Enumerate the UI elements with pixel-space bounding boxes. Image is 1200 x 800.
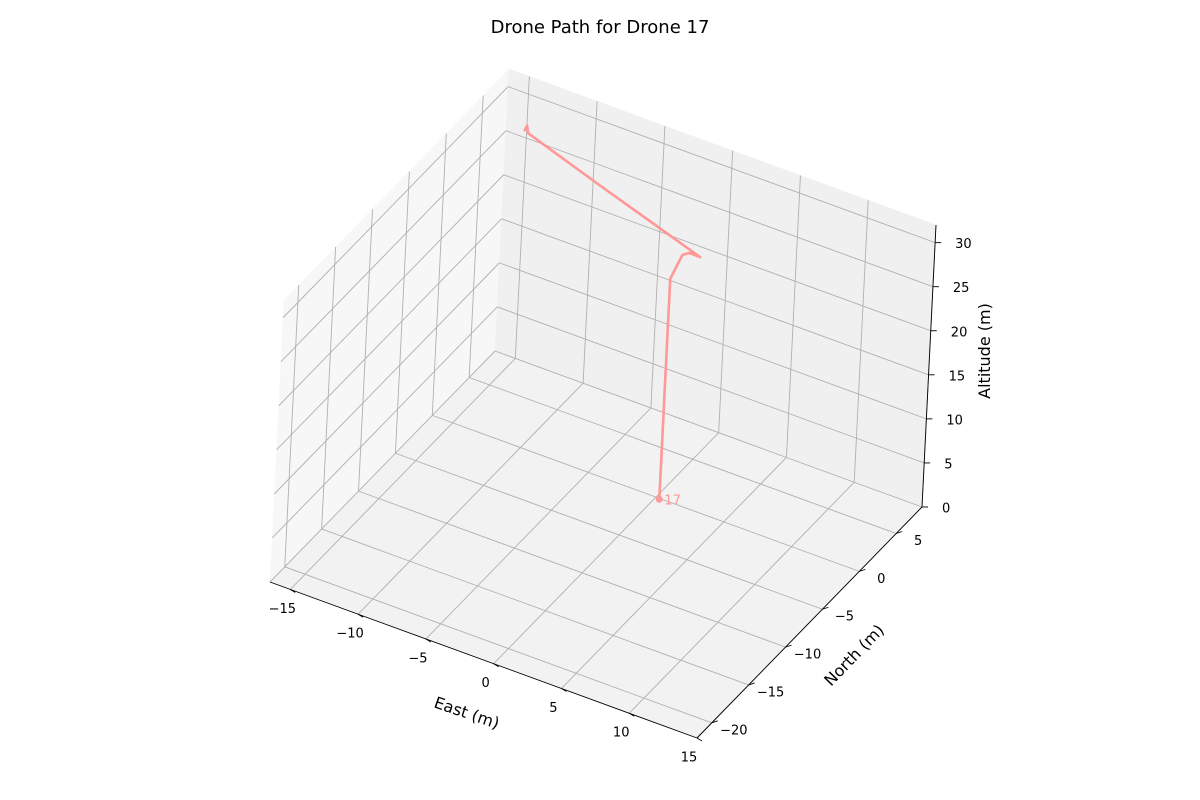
grid-left-y: [431, 133, 447, 416]
z-tick-label: 5: [944, 457, 952, 472]
grid-left-z: [278, 174, 505, 407]
drone-id-label: 17: [664, 493, 681, 508]
grid-floor-y: [469, 377, 897, 534]
grid-left-z: [280, 130, 507, 363]
grid-back-x: [785, 175, 801, 458]
x-tick: [357, 613, 364, 618]
axes-panes: [269, 68, 937, 739]
z-tick-label: 30: [955, 237, 972, 252]
x-tick-label: 5: [549, 701, 557, 716]
grid-back-z: [499, 262, 927, 420]
z-tick-label: 20: [951, 325, 968, 340]
y-tick-label: −15: [757, 686, 784, 701]
drone-path-line: [523, 124, 702, 501]
grid-left-z: [274, 262, 500, 495]
x-tick: [425, 638, 432, 643]
grid-floor-y: [321, 528, 749, 686]
grid-back-x: [718, 150, 734, 433]
grid-back-x: [650, 125, 666, 408]
y-tick-label: 0: [877, 572, 885, 587]
y-tick: [711, 720, 718, 724]
y-axis-line: [696, 506, 923, 739]
grid-back-x: [582, 101, 598, 384]
chart-title: Drone Path for Drone 17: [491, 17, 710, 38]
grid-floor-x: [357, 382, 584, 615]
grid-left-y: [321, 246, 337, 530]
y-tick: [822, 606, 829, 610]
x-tick-label: 10: [613, 726, 630, 741]
z-axis-label: Altitude (m): [975, 303, 994, 399]
grid-left-z: [282, 86, 509, 318]
x-tick-label: −10: [336, 627, 363, 642]
grid-floor-x: [628, 481, 855, 714]
y-tick: [785, 644, 792, 648]
grid-floor-x: [561, 457, 787, 689]
grid-floor-y: [432, 414, 860, 572]
x-tick: [561, 688, 567, 692]
grid-back-z: [503, 174, 931, 332]
grid-left-y: [358, 209, 373, 492]
grid-left-z: [271, 306, 498, 539]
y-tick-label: −5: [835, 610, 854, 625]
grid-back-z: [505, 130, 934, 288]
grid-floor-x: [493, 432, 719, 665]
grid-back-z: [497, 306, 925, 464]
grid-floor-x: [290, 358, 516, 590]
z-tick-label: 10: [946, 413, 963, 428]
x-tick: [290, 589, 296, 593]
z-tick-label: 25: [953, 281, 970, 296]
y-tick: [896, 531, 903, 534]
x-tick: [696, 737, 703, 742]
x-tick: [493, 663, 499, 668]
y-tick: [748, 682, 755, 686]
start-point-marker: [655, 495, 663, 503]
z-tick-label: 0: [942, 502, 950, 517]
x-tick-label: 0: [482, 676, 490, 691]
z-axis-line: [921, 224, 937, 508]
y-tick: [859, 568, 866, 572]
x-axis-line: [269, 581, 698, 739]
grid-lines: [269, 76, 937, 739]
grid-back-z: [494, 350, 923, 508]
y-axis-label: North (m): [820, 621, 888, 690]
y-tick-label: −10: [794, 648, 821, 663]
grid-left-z: [269, 350, 496, 583]
y-tick-label: −20: [720, 723, 747, 738]
plot-data: 17: [523, 124, 702, 508]
tick-labels: −15 −10 −5 0 5 10 15 −20 −15 −10 −5 0 5 0 5 10 15 20 25 30: [269, 237, 972, 765]
grid-left-y: [468, 95, 484, 378]
grid-back-x: [853, 200, 869, 483]
grid-left-y: [284, 284, 300, 567]
x-tick-label: −5: [408, 652, 427, 667]
grid-floor-y: [395, 452, 823, 610]
grid-floor-y: [358, 490, 786, 648]
grid-back-z: [501, 218, 929, 376]
x-axis-label: East (m): [432, 693, 502, 733]
axes: [269, 224, 942, 742]
z-tick-label: 15: [949, 369, 966, 384]
grid-back-x: [514, 76, 530, 359]
x-tick-label: −15: [269, 602, 296, 617]
x-tick-label: 15: [681, 751, 698, 766]
grid-floor-y: [284, 566, 712, 724]
grid-back-z: [507, 86, 936, 244]
grid-left-y: [394, 171, 410, 454]
grid-floor-x: [425, 407, 652, 640]
y-tick-label: 5: [914, 534, 922, 549]
grid-left-z: [276, 218, 502, 451]
x-tick: [628, 712, 635, 717]
